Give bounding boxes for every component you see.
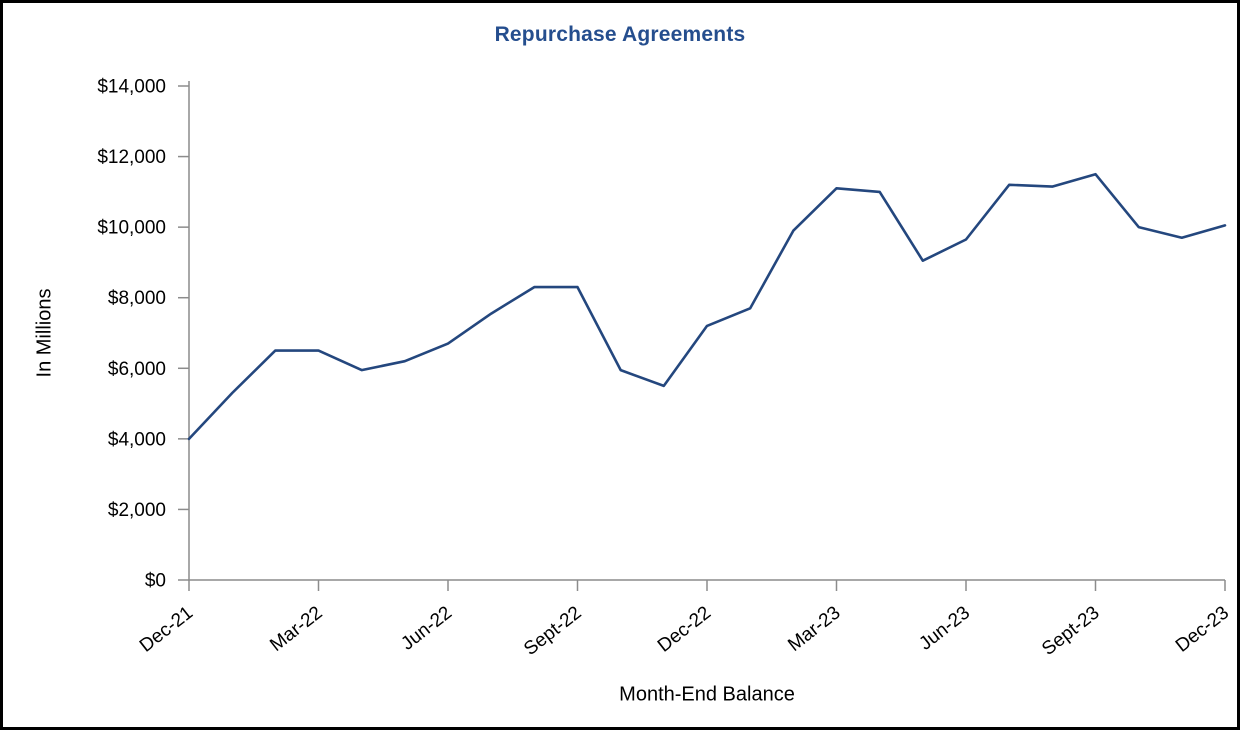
- y-tick-label: $10,000: [97, 218, 166, 239]
- x-tick-label: Mar-22: [266, 602, 326, 656]
- y-tick-label: $2,000: [108, 500, 166, 521]
- x-tick-label: Mar-23: [784, 602, 844, 656]
- x-tick-label: Dec-21: [136, 602, 197, 656]
- y-tick-label: $6,000: [108, 359, 166, 380]
- y-tick-label: $8,000: [108, 288, 166, 309]
- x-tick-label: Sept-22: [520, 602, 585, 660]
- x-tick-label: Jun-22: [397, 602, 456, 654]
- y-tick-label: $12,000: [97, 147, 166, 168]
- x-axis-title: Month-End Balance: [619, 683, 795, 706]
- chart-title: Repurchase Agreements: [494, 23, 746, 46]
- data-series-line: [187, 172, 1227, 441]
- x-tick-label: Dec-23: [1172, 602, 1233, 656]
- y-tick-label: $0: [145, 571, 166, 592]
- y-tick-label: $4,000: [108, 429, 166, 450]
- x-tick-label: Sept-23: [1038, 602, 1103, 660]
- x-tick-label: Jun-23: [915, 602, 974, 654]
- y-axis-title: In Millions: [33, 288, 56, 378]
- x-tick-label: Dec-22: [654, 602, 715, 656]
- y-tick-label: $14,000: [97, 77, 166, 98]
- line-chart-canvas: $0 $2,000 $4,000 $6,000 $8,000 $10,000 $12,000…: [97, 77, 1233, 660]
